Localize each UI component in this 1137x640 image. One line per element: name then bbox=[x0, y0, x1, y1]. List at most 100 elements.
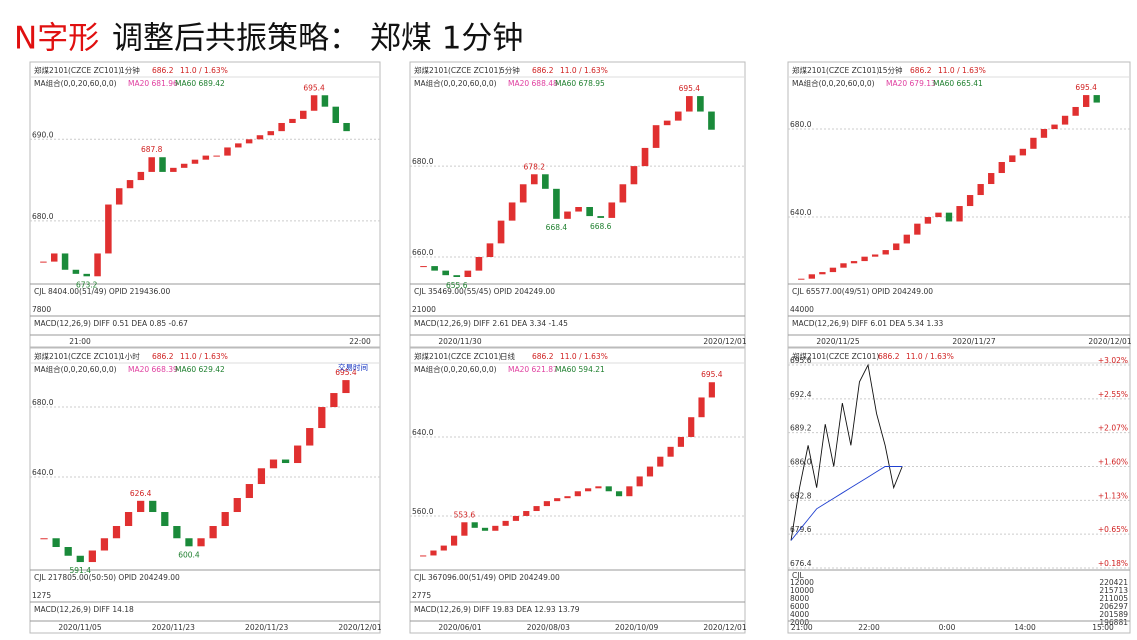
candle bbox=[442, 270, 450, 276]
candle bbox=[342, 380, 350, 394]
candle bbox=[685, 96, 693, 112]
y-tick-label: 660.0 bbox=[412, 248, 434, 257]
volume-tick: 2775 bbox=[412, 591, 431, 600]
title-red: N字形 bbox=[14, 21, 99, 57]
volume-label: CJL bbox=[792, 571, 804, 580]
panel bbox=[29, 61, 381, 348]
price-annotation: 695.4 bbox=[1075, 83, 1097, 92]
macd-label: MACD(12,26,9) DIFF 6.01 DEA 5.34 1.33 bbox=[792, 319, 943, 328]
price: 686.2 bbox=[532, 352, 554, 361]
y-tick-label: 640.0 bbox=[412, 428, 434, 437]
y-tick-label: 640.0 bbox=[790, 208, 812, 217]
date-label: 14:00 bbox=[1014, 623, 1036, 632]
price: 686.2 bbox=[910, 66, 932, 75]
ma-label: MA组合(0,0,20,60,0,0) bbox=[414, 364, 497, 374]
candle bbox=[1061, 115, 1069, 125]
candle bbox=[641, 147, 649, 167]
oi-tick: 220421 bbox=[1099, 578, 1128, 587]
candle bbox=[492, 525, 499, 531]
candle bbox=[318, 407, 326, 429]
candle bbox=[431, 266, 438, 271]
y-tick-label: 686.0 bbox=[790, 458, 812, 467]
candle bbox=[819, 272, 826, 275]
date-label: 2020/12/01 bbox=[1088, 337, 1131, 346]
change: 11.0 / 1.63% bbox=[180, 66, 228, 75]
symbol: 郑煤2101 bbox=[792, 65, 826, 75]
oi-tick: 201589 bbox=[1099, 610, 1128, 619]
candle bbox=[956, 206, 963, 222]
vol-tick: 8000 bbox=[790, 594, 809, 603]
candle bbox=[595, 486, 602, 489]
date-label: 2020/11/23 bbox=[152, 623, 195, 632]
change: 11.0 / 1.63% bbox=[180, 352, 228, 361]
candle bbox=[657, 456, 664, 467]
y-tick-label: 680.0 bbox=[32, 398, 54, 407]
candle bbox=[966, 195, 974, 207]
candle bbox=[471, 522, 478, 528]
price-annotation: 553.6 bbox=[454, 510, 476, 519]
candle bbox=[1083, 95, 1090, 107]
candle bbox=[1093, 95, 1100, 103]
candle bbox=[586, 207, 593, 217]
candle bbox=[871, 254, 879, 257]
candle bbox=[914, 223, 921, 235]
candle bbox=[148, 157, 155, 172]
volume-label: CJL 65577.00(49/51) OPID 204249.00 bbox=[792, 287, 933, 296]
candle bbox=[708, 111, 715, 130]
date-label: 2020/11/23 bbox=[245, 623, 288, 632]
price: 686.2 bbox=[152, 352, 174, 361]
candle bbox=[1030, 137, 1037, 149]
date-label: 2020/10/09 bbox=[615, 623, 658, 632]
candle bbox=[300, 110, 307, 119]
symbol: 郑煤2101 bbox=[414, 351, 448, 361]
macd-label: MACD(12,26,9) DIFF 0.51 DEA 0.85 -0.67 bbox=[34, 319, 188, 328]
candle bbox=[486, 243, 494, 257]
candle bbox=[245, 484, 253, 499]
oi-tick: 206297 bbox=[1099, 602, 1128, 611]
vol-tick: 6000 bbox=[790, 602, 809, 611]
date-label: 0:00 bbox=[939, 623, 956, 632]
oi-tick: 211005 bbox=[1099, 594, 1128, 603]
price-annotation: 668.6 bbox=[590, 222, 612, 231]
candle bbox=[294, 445, 302, 464]
code: (CZCE ZC101) bbox=[448, 352, 501, 361]
candle bbox=[202, 155, 210, 160]
candle bbox=[575, 207, 582, 212]
ma20-label: MA20 679.13 bbox=[886, 79, 936, 88]
panel bbox=[29, 347, 381, 634]
candle bbox=[608, 202, 616, 218]
candle bbox=[945, 212, 953, 222]
candle bbox=[112, 526, 121, 539]
candle bbox=[40, 538, 48, 540]
candle bbox=[233, 498, 241, 513]
candle bbox=[998, 162, 1005, 174]
period: 15分钟 bbox=[878, 65, 903, 75]
pct-tick: +3.02% bbox=[1098, 356, 1128, 365]
candle bbox=[453, 275, 461, 277]
price-annotation: 673.2 bbox=[76, 280, 98, 289]
code: (CZCE ZC101) bbox=[448, 66, 501, 75]
candle bbox=[542, 174, 549, 189]
y-tick-label: 560.0 bbox=[412, 507, 434, 516]
candle bbox=[903, 234, 910, 244]
candle bbox=[185, 538, 193, 547]
candle bbox=[935, 212, 942, 218]
candle bbox=[988, 173, 995, 185]
symbol: 郑煤2101 bbox=[414, 65, 448, 75]
candle bbox=[50, 253, 58, 262]
candle bbox=[508, 202, 516, 221]
candle bbox=[76, 555, 84, 563]
date-label: 2020/08/03 bbox=[527, 623, 570, 632]
candle bbox=[115, 188, 123, 205]
y-tick-label: 680.0 bbox=[790, 120, 812, 129]
date-label: 21:00 bbox=[791, 623, 813, 632]
candle bbox=[615, 491, 623, 497]
candle bbox=[646, 466, 654, 477]
candle bbox=[530, 174, 538, 185]
candle bbox=[310, 95, 318, 111]
candle bbox=[497, 220, 505, 244]
ma20-label: MA20 688.48 bbox=[508, 79, 558, 88]
candle bbox=[209, 526, 217, 539]
period: 日线 bbox=[500, 351, 515, 361]
price-line bbox=[790, 363, 903, 541]
